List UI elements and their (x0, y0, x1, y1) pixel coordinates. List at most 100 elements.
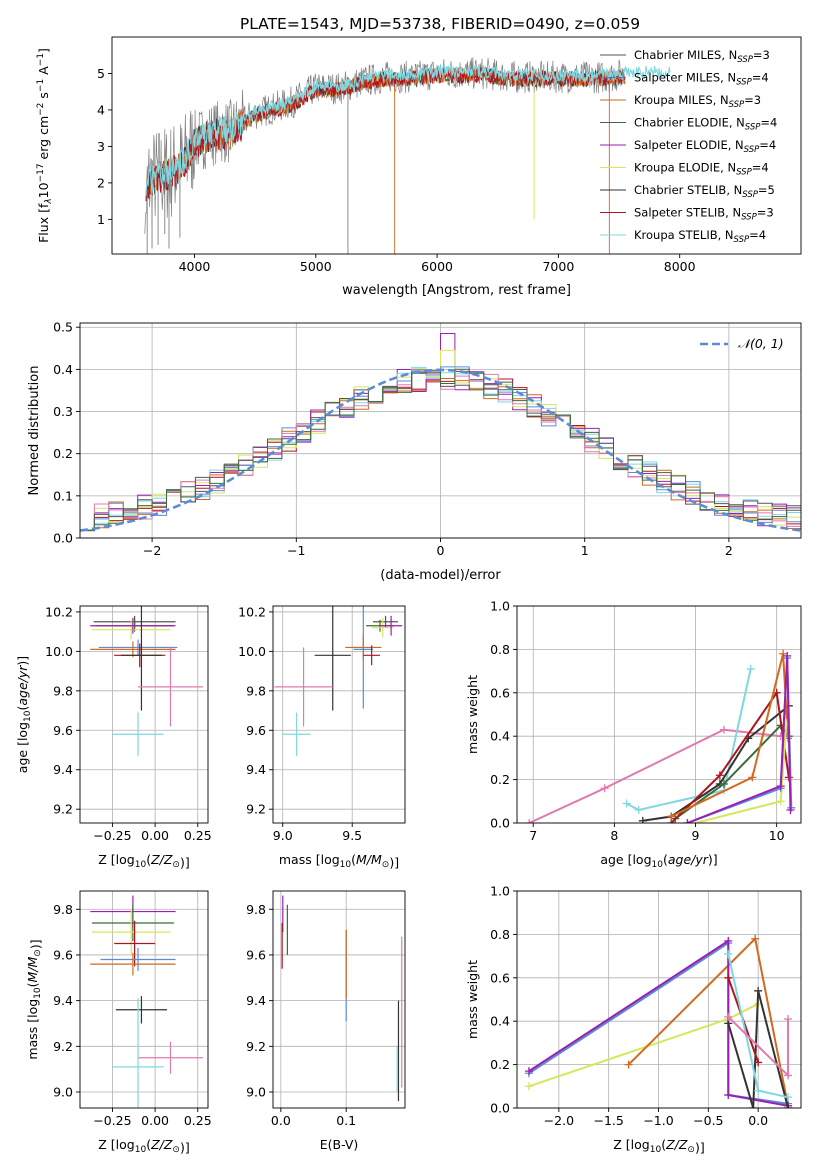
legend-label-sub: SSP (744, 145, 760, 155)
weight-marker (783, 651, 792, 660)
weight-marker (754, 1086, 763, 1095)
weight-marker (667, 812, 676, 821)
plot-area (281, 895, 403, 1102)
label-part: 10 (135, 860, 147, 870)
weight-series (687, 655, 792, 823)
axes-frame (516, 890, 802, 1109)
label-part: age [ (15, 741, 30, 773)
y-tick-label: 0.0 (53, 531, 73, 546)
x-tick-label: 7000 (542, 259, 574, 274)
legend-label-sub: SSP (737, 55, 753, 65)
label-part: ) (695, 1140, 700, 1155)
y-tick-label: 9.4 (53, 762, 73, 777)
y-tick-label: 9.8 (53, 902, 73, 917)
panel-residuals: −2 −1 0 1 2 0.0 0.1 0.2 0.3 0.4 0.5 𝒩(0, 1) (data-mo… (27, 320, 802, 583)
label-part: Z/Z (150, 852, 173, 867)
legend-label-main: Chabrier MILES, N (634, 48, 737, 62)
label-part: log (25, 999, 40, 1018)
panel-age_vs_mass: 9.0 9.5 9.2 9.4 9.6 9.8 10.0 10.2 mass [log10(M/… (238, 604, 406, 870)
x-tick-label: 8000 (664, 259, 696, 274)
x-tick-label: 9 (692, 828, 700, 843)
label-part: ⊙ (687, 1145, 695, 1155)
weight-marker (600, 784, 609, 793)
weight-marker (784, 1071, 793, 1080)
y-axis-label-part: 10 (36, 182, 51, 198)
x-tick-label: 2 (725, 543, 733, 558)
weight-marker (525, 819, 534, 823)
y-tick-label: 0.4 (490, 1014, 510, 1029)
plot-area (90, 606, 203, 756)
label-part: log (116, 852, 135, 867)
label-part: ⊙ (33, 949, 43, 957)
legend-label-tail: =4 (752, 71, 769, 85)
y-tick-label: 0.8 (490, 927, 510, 942)
panel-spectrum: 4000 5000 6000 7000 8000 1 2 3 4 5 Chabrier MILES,… (36, 36, 802, 298)
legend-label-main: Kroupa STELIB, N (634, 228, 734, 242)
y-tick-label: 9.6 (246, 947, 266, 962)
legend-label-tail: =3 (753, 48, 770, 62)
y-tick-label: 9.0 (246, 1085, 266, 1100)
weight-marker (784, 1104, 793, 1108)
y-axis-label-part: −1 (36, 53, 46, 66)
x-tick-label: 6000 (421, 259, 453, 274)
label-part: ] (185, 1140, 190, 1155)
label-part: E(B-V) (320, 1137, 359, 1152)
legend-label-sub: SSP (729, 100, 745, 110)
y-axis-label-part: λ (44, 198, 54, 204)
legend-label: Salpeter MILES, NSSP=4 (634, 71, 769, 88)
label-part: ) (28, 944, 43, 949)
y-tick-label: 9.2 (246, 802, 266, 817)
legend-label-sub: SSP (742, 190, 758, 200)
x-tick-label: −1.0 (643, 1113, 673, 1128)
panel-mass_vs_Z: −0.25 0.00 0.259.09.29.49.69.8Z [log10(Z/Z… (25, 890, 212, 1155)
plot-area (80, 333, 801, 532)
label-part: ( (15, 706, 30, 711)
weight-marker (724, 1012, 733, 1021)
y-tick-label: 9.4 (53, 993, 73, 1008)
figure-title: PLATE=1543, MJD=53738, FIBERID=0490, z=0… (240, 15, 640, 33)
weight-marker (622, 799, 631, 808)
weight-marker (749, 1104, 758, 1108)
axes-frame (79, 605, 209, 824)
legend-label-main: Kroupa MILES, N (634, 93, 729, 107)
x-tick-label: 1 (581, 543, 589, 558)
x-tick-label: 0.1 (336, 1113, 356, 1128)
weight-marker (724, 936, 733, 945)
label-part: ( (25, 982, 40, 987)
histogram-series (80, 368, 801, 531)
x-axis-label: Z [log10(Z/Z⊙)] (98, 1137, 190, 1155)
weight-marker (751, 934, 760, 943)
x-tick-label: 0.00 (141, 1113, 169, 1128)
axes-frame (516, 605, 802, 824)
legend-label-main: Chabrier STELIB, N (634, 183, 742, 197)
x-tick-label: −0.25 (93, 828, 131, 843)
label-part: 10 (650, 1145, 662, 1155)
plot-area (524, 934, 793, 1108)
label-part: ] (28, 939, 43, 944)
y-tick-label: 9.6 (246, 723, 266, 738)
y-tick-label: 0.0 (490, 816, 510, 831)
x-tick-label: 9.5 (342, 828, 362, 843)
y-tick-label: 9.2 (53, 802, 73, 817)
weight-marker (724, 973, 733, 982)
label-part: age/yr (15, 665, 30, 706)
weight-marker (724, 1090, 733, 1099)
weight-marker (776, 782, 785, 791)
x-tick-label: 9.0 (273, 828, 293, 843)
y-tick-label: 9.2 (53, 1039, 73, 1054)
x-axis-label: Z [log10(Z/Z⊙)] (613, 1137, 705, 1155)
weight-marker (719, 725, 728, 734)
y-tick-label: 9.2 (246, 1039, 266, 1054)
label-part: Z/Z (665, 1137, 688, 1152)
axes-frame (272, 605, 406, 824)
weight-marker (754, 1058, 763, 1067)
weight-series (528, 1002, 759, 1088)
label-part: mass [ (25, 1018, 40, 1060)
legend-label-tail: =3 (757, 206, 774, 220)
legend-label: Kroupa MILES, NSSP=3 (634, 93, 761, 110)
legend-label-sub: SSP (734, 235, 750, 245)
plot-area (274, 606, 403, 756)
x-tick-label: 10 (769, 828, 785, 843)
